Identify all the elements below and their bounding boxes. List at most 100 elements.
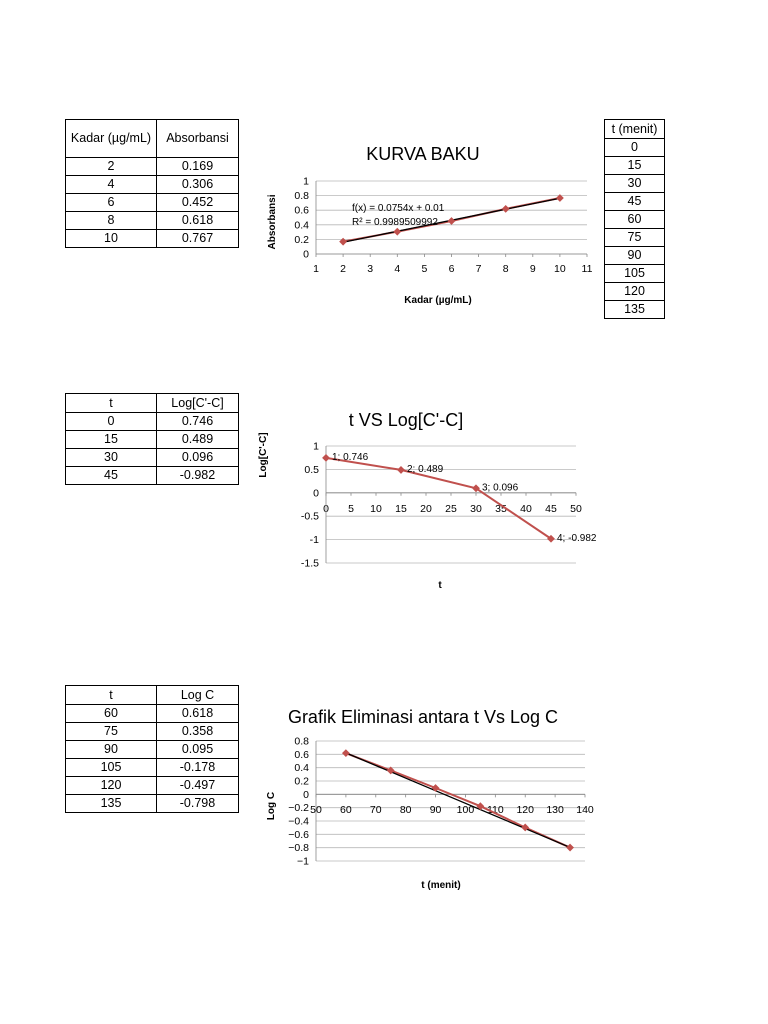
cell: -0.178: [156, 758, 239, 777]
data-point: [397, 466, 405, 474]
x-tick-label: 30: [470, 503, 482, 515]
x-tick-label: 2: [340, 263, 346, 275]
data-point: [431, 784, 440, 792]
table-row: 4 0.306: [65, 175, 239, 194]
x-tick-label: 60: [340, 804, 352, 816]
data-point: [566, 843, 574, 852]
data-point: [339, 237, 348, 246]
x-tick-label: 130: [546, 804, 564, 816]
t-menit-table: t (menit) 0 15 30 45 60 75 90 105 120 13…: [604, 119, 665, 319]
table-row: 90: [604, 246, 665, 265]
y-tick-label: 1: [313, 441, 319, 453]
y-tick-label: 0.4: [294, 219, 309, 231]
table-header: t (menit): [604, 119, 665, 139]
y-tick-label: 0.5: [304, 464, 319, 476]
x-tick-label: 40: [520, 503, 532, 515]
data-label: 1; 0.746: [332, 452, 369, 463]
table-row: 75: [604, 228, 665, 247]
x-tick-label: 45: [545, 503, 557, 515]
data-point: [547, 534, 555, 543]
x-tick-label: 10: [370, 503, 382, 515]
x-tick-label: 8: [503, 263, 509, 275]
data-point: [521, 823, 530, 832]
x-tick-label: 10: [554, 263, 566, 275]
y-tick-label: −0.4: [288, 816, 309, 828]
table-row: 10 0.767: [65, 229, 239, 248]
y-tick-label: 0.8: [294, 736, 309, 748]
data-point: [447, 217, 456, 225]
x-tick-label: 3: [367, 263, 373, 275]
x-tick-label: 20: [420, 503, 432, 515]
cell: 135: [604, 300, 665, 319]
cell: 90: [604, 246, 665, 265]
cell: 75: [604, 228, 665, 247]
y-tick-label: -1.5: [301, 558, 319, 570]
data-point: [472, 484, 480, 493]
y-axis-label: Log C: [266, 792, 277, 820]
x-tick-label: 6: [449, 263, 455, 275]
table-row: 45 -0.982: [65, 466, 239, 485]
data-point: [322, 453, 330, 462]
table-row: 8 0.618: [65, 211, 239, 230]
y-axis-label: Absorbansi: [267, 194, 278, 249]
x-tick-label: 80: [400, 804, 412, 816]
data-label: 3; 0.096: [482, 482, 519, 493]
y-tick-label: 0: [303, 789, 309, 801]
log-c-table: t Log C 60 0.618 75 0.358 90 0.095 105 -0.178…: [65, 685, 239, 813]
table-row: 135: [604, 300, 665, 319]
x-tick-label: 4: [394, 263, 400, 275]
x-tick-label: 35: [495, 503, 507, 515]
x-tick-label: 90: [430, 804, 442, 816]
y-tick-label: −1: [297, 856, 309, 868]
data-point: [555, 194, 564, 202]
y-tick-label: 0: [303, 249, 309, 261]
x-tick-label: 5: [348, 503, 354, 515]
cell: 120: [65, 776, 157, 795]
trendline-annotation: f(x) = 0.0754x + 0.01: [352, 203, 445, 214]
y-tick-label: −0.2: [288, 802, 309, 814]
y-tick-label: 0.6: [294, 749, 309, 761]
y-tick-label: -1: [310, 534, 319, 546]
trendline-annotation: R² = 0.9989509992: [352, 217, 438, 228]
chart-title: t VS Log[C'-C]: [349, 410, 463, 430]
chart-title: Grafik Eliminasi antara t Vs Log C: [288, 707, 558, 727]
cell: 0.096: [156, 448, 239, 467]
x-tick-label: 1: [313, 263, 319, 275]
data-point: [341, 749, 350, 758]
cell: -0.982: [156, 466, 239, 485]
y-axis-label: Log[C'-C]: [258, 432, 269, 477]
series-line: [325, 456, 552, 540]
x-axis-label: t: [438, 580, 442, 591]
table-header: Absorbansi: [156, 119, 239, 158]
table-row: 105: [604, 264, 665, 283]
trendline: [345, 752, 571, 849]
table-row: 30 0.096: [65, 448, 239, 467]
y-tick-label: 0.2: [294, 776, 309, 788]
x-tick-label: 70: [370, 804, 382, 816]
cell: 0.767: [156, 229, 239, 248]
table-row: 135 -0.798: [65, 794, 239, 813]
cell: 0.095: [156, 740, 239, 759]
data-point: [476, 802, 485, 811]
y-tick-label: 0.2: [294, 234, 309, 246]
y-tick-label: −0.8: [288, 842, 309, 854]
y-tick-label: 0.6: [294, 205, 309, 217]
table-row: 120 -0.497: [65, 776, 239, 795]
table-header: Kadar (µg/mL): [65, 119, 157, 158]
data-point: [386, 766, 395, 775]
y-tick-label: 0.4: [294, 762, 309, 774]
log-cc-table: t Log[C'-C] 0 0.746 15 0.489 30 0.096 45 -0.9…: [65, 393, 239, 485]
x-tick-label: 25: [445, 503, 457, 515]
cell: 10: [65, 229, 157, 248]
kurva-baku-table: Kadar (µg/mL) Absorbansi 2 0.169 4 0.306 6…: [65, 119, 239, 248]
table-row: 15 0.489: [65, 430, 239, 449]
series-line: [345, 752, 571, 849]
cell: 15: [604, 156, 665, 175]
x-tick-label: 5: [421, 263, 427, 275]
table-row: 90 0.095: [65, 740, 239, 759]
y-tick-label: 1: [303, 176, 309, 188]
x-tick-label: 110: [487, 804, 504, 816]
cell: 90: [65, 740, 157, 759]
data-label: 4; -0.982: [557, 533, 597, 544]
